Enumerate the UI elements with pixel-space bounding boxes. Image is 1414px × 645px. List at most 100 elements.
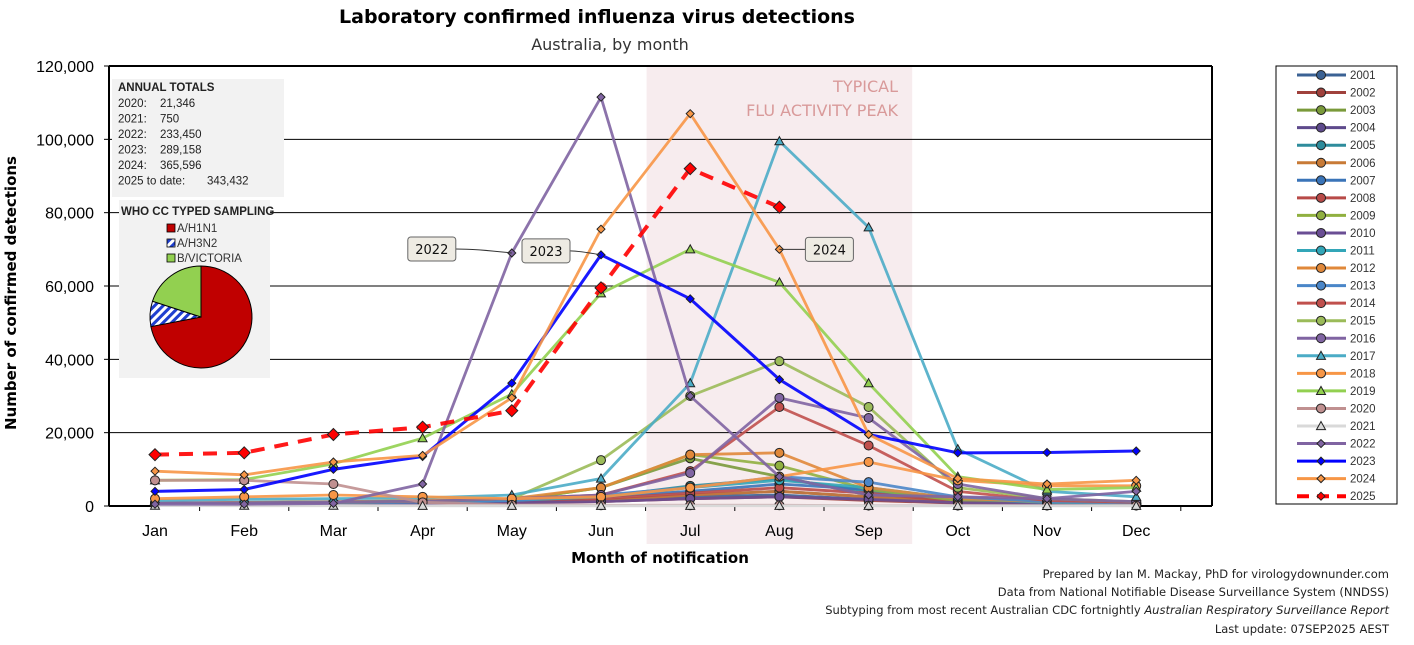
legend-label: 2011 xyxy=(1350,246,1375,258)
legend-item-2014: 2014 xyxy=(1297,298,1376,310)
totals-year: 2020: xyxy=(118,98,147,110)
legend-label: 2017 xyxy=(1350,351,1376,363)
data-point xyxy=(685,294,695,304)
footer-data-source: Data from National Notifiable Disease Su… xyxy=(998,585,1389,599)
data-point xyxy=(150,486,160,497)
totals-value: 365,596 xyxy=(160,160,202,172)
data-point xyxy=(685,391,695,401)
data-point xyxy=(774,374,785,385)
legend-item-2015: 2015 xyxy=(1297,315,1376,328)
legend-item-2010: 2010 xyxy=(1297,227,1376,240)
data-point xyxy=(239,499,249,509)
x-tick-label: Jan xyxy=(142,523,168,540)
chart-subtitle: Australia, by month xyxy=(531,35,689,54)
totals-value: 233,450 xyxy=(160,129,202,141)
legend-label: 2005 xyxy=(1350,140,1376,152)
legend-label: 2012 xyxy=(1350,263,1376,275)
pie-box: WHO CC TYPED SAMPLING A/H1N1 A/H3N2 B/VICT… xyxy=(119,200,274,378)
data-point xyxy=(150,499,160,509)
totals-value: 750 xyxy=(160,114,179,126)
legend-item-2011: 2011 xyxy=(1297,245,1375,258)
data-point xyxy=(1041,500,1053,510)
data-point xyxy=(596,250,606,260)
pie-title: WHO CC TYPED SAMPLING xyxy=(121,206,274,218)
x-tick-label: Dec xyxy=(1122,523,1150,540)
legend-item-2017: 2017 xyxy=(1297,350,1376,363)
data-point xyxy=(774,471,785,482)
data-point xyxy=(953,448,963,458)
data-point xyxy=(507,393,517,403)
x-tick-label: Apr xyxy=(410,523,436,540)
pie-legend-swatch xyxy=(166,253,176,263)
legend-label: 2024 xyxy=(1350,474,1376,486)
callout-label: 2024 xyxy=(813,243,846,258)
legend-label: 2013 xyxy=(1350,281,1376,293)
legend-label: 2008 xyxy=(1350,193,1376,205)
footer-report-name: Australian Respiratory Surveillance Repo… xyxy=(1143,603,1389,617)
data-point xyxy=(328,498,339,509)
totals-value: 289,158 xyxy=(160,145,202,157)
legend-item-2007: 2007 xyxy=(1297,175,1376,187)
chart-title: Laboratory confirmed influenza virus det… xyxy=(339,6,855,28)
data-point xyxy=(1316,315,1326,326)
callouts: 2022 2023 2024 xyxy=(407,236,854,264)
data-point xyxy=(596,455,606,466)
legend-item-2003: 2003 xyxy=(1297,105,1376,117)
data-point xyxy=(863,490,874,500)
totals-year: 2022: xyxy=(118,129,147,141)
pie-legend-label: A/H3N2 xyxy=(177,238,217,250)
series-2022 xyxy=(150,92,1141,509)
data-point xyxy=(863,413,874,423)
data-point xyxy=(1130,500,1142,510)
data-point xyxy=(1316,403,1326,414)
peak-label-line2: FLU ACTIVITY PEAK xyxy=(746,101,898,120)
data-point xyxy=(953,492,963,502)
data-point xyxy=(952,500,964,510)
data-point xyxy=(328,490,339,500)
legend-item-2008: 2008 xyxy=(1297,192,1376,205)
legend-item-2006: 2006 xyxy=(1297,157,1376,170)
legend-label: 2006 xyxy=(1350,158,1376,170)
data-point xyxy=(863,500,874,510)
data-point xyxy=(774,500,785,510)
legend-item-2021: 2021 xyxy=(1297,420,1376,433)
data-point xyxy=(683,161,697,176)
data-point xyxy=(772,200,787,214)
data-point xyxy=(1316,227,1326,238)
callout-2022: 2022 xyxy=(407,236,512,262)
callout-leader xyxy=(455,248,512,254)
legend-label: 2001 xyxy=(1350,70,1376,82)
data-point xyxy=(774,135,785,146)
legend-item-2022: 2022 xyxy=(1297,439,1376,451)
data-point xyxy=(1316,438,1326,449)
legend-item-2004: 2004 xyxy=(1297,123,1376,135)
data-point xyxy=(1316,122,1326,133)
legend-label: 2023 xyxy=(1350,456,1376,468)
y-tick-label: 0 xyxy=(85,499,94,516)
data-point xyxy=(1316,491,1326,501)
annual-totals-title: ANNUAL TOTALS xyxy=(118,82,215,94)
legend-label: 2025 xyxy=(1350,491,1376,503)
data-point xyxy=(1316,368,1326,379)
annual-totals-box: ANNUAL TOTALS 2020: 21,346 2021: 750 2022: 23… xyxy=(112,79,284,197)
data-point xyxy=(774,392,785,403)
gridlines xyxy=(109,65,1212,434)
data-point xyxy=(1131,486,1141,497)
footer-last-update: Last update: 07SEP2025 AEST xyxy=(1215,622,1390,636)
data-point xyxy=(1041,483,1053,494)
data-point xyxy=(685,108,695,119)
data-point xyxy=(326,427,341,442)
data-point xyxy=(774,276,785,287)
data-point xyxy=(1042,479,1052,489)
footer-subtyping-prefix: Subtyping from most recent Australian CD… xyxy=(825,603,1144,617)
data-point xyxy=(237,446,251,460)
y-tick-label: 80,000 xyxy=(45,206,94,223)
legend-label: 2021 xyxy=(1350,421,1376,433)
data-point xyxy=(417,479,428,489)
x-tick-label: Feb xyxy=(230,523,258,540)
data-point xyxy=(596,92,606,102)
data-point xyxy=(1131,446,1141,456)
data-point xyxy=(1316,70,1326,80)
legend-label: 2018 xyxy=(1350,368,1376,380)
data-point xyxy=(595,500,607,510)
